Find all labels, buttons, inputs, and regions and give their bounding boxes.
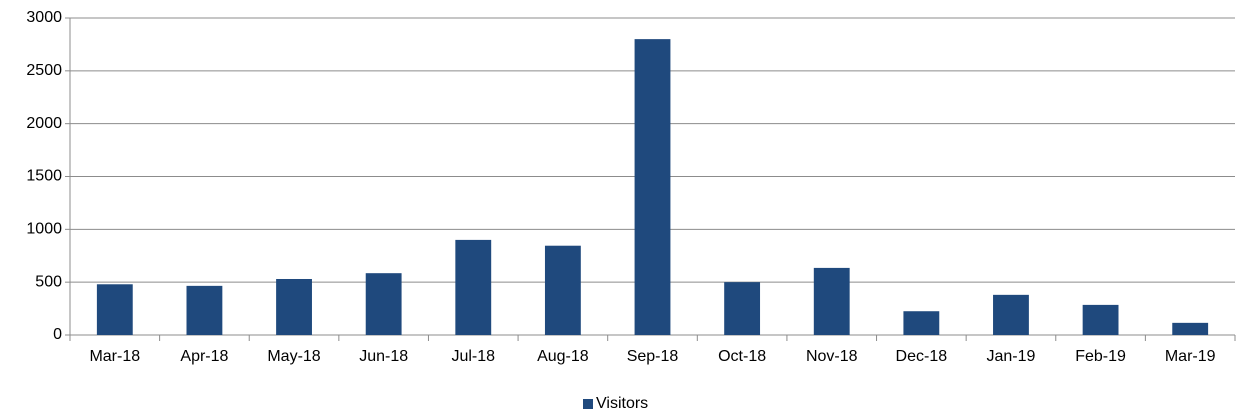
- bar: [1082, 304, 1119, 335]
- bar: [186, 285, 223, 335]
- legend-label: Visitors: [596, 395, 648, 412]
- y-tick-label: 2500: [26, 62, 62, 79]
- bar: [455, 239, 492, 335]
- x-tick-label: Jul-18: [451, 348, 495, 365]
- y-tick-label: 3000: [26, 9, 62, 26]
- x-tick-label: Oct-18: [718, 348, 766, 365]
- x-tick-label: Mar-18: [89, 348, 140, 365]
- x-tick-label: Aug-18: [537, 348, 589, 365]
- bar: [1172, 322, 1209, 335]
- bar: [634, 39, 671, 336]
- x-tick-label: May-18: [267, 348, 320, 365]
- bar: [544, 245, 581, 335]
- x-tick-label: Sep-18: [627, 348, 679, 365]
- bar: [276, 278, 312, 335]
- bar: [724, 282, 761, 335]
- x-tick-label: Jun-18: [359, 348, 408, 365]
- bar: [96, 284, 133, 335]
- x-tick-label: Feb-19: [1075, 348, 1126, 365]
- y-tick-label: 0: [53, 326, 62, 343]
- bar: [813, 267, 850, 335]
- x-tick-label: Jan-19: [987, 348, 1036, 365]
- bar: [993, 294, 1029, 335]
- y-tick-label: 1000: [26, 221, 62, 238]
- x-tick-label: Nov-18: [806, 348, 858, 365]
- x-tick-label: Mar-19: [1165, 348, 1216, 365]
- legend-swatch: [583, 399, 593, 409]
- y-tick-label: 500: [35, 273, 62, 290]
- x-tick-label: Apr-18: [180, 348, 228, 365]
- bar: [903, 311, 940, 335]
- y-tick-label: 2000: [26, 115, 62, 132]
- x-tick-label: Dec-18: [896, 348, 948, 365]
- y-tick-label: 1500: [26, 168, 62, 185]
- bar: [365, 273, 402, 335]
